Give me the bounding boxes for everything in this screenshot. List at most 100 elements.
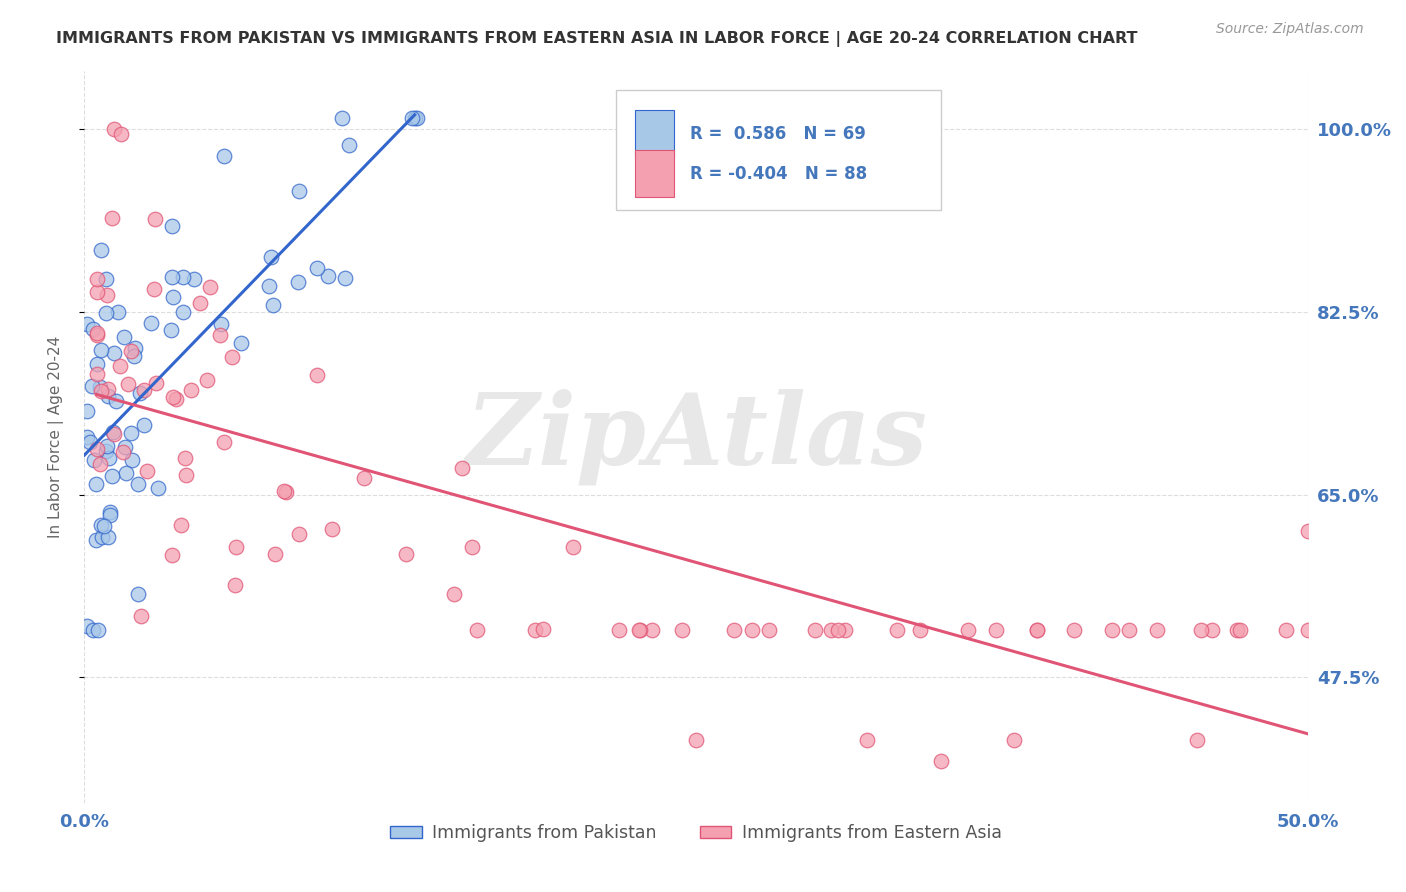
Point <box>465 624 488 638</box>
Point <box>103 426 125 441</box>
Point <box>111 444 134 458</box>
Point <box>1275 624 1298 638</box>
Point <box>330 112 353 126</box>
Point <box>180 383 202 397</box>
Point <box>337 138 360 153</box>
Point <box>1229 624 1251 638</box>
Point <box>287 275 309 289</box>
Point <box>820 624 842 638</box>
Point <box>1118 624 1140 638</box>
Point <box>401 112 423 126</box>
Point <box>86 357 108 371</box>
Point <box>188 295 211 310</box>
Point <box>114 440 136 454</box>
Point <box>443 587 465 601</box>
Point <box>90 517 112 532</box>
Point <box>273 484 295 499</box>
Point <box>198 280 221 294</box>
Point <box>1026 624 1049 638</box>
Point <box>101 211 124 226</box>
Point <box>76 318 98 332</box>
Point <box>80 379 103 393</box>
Point <box>406 112 429 126</box>
Point <box>562 540 585 554</box>
Point <box>108 359 131 373</box>
Point <box>1187 733 1209 747</box>
Point <box>333 271 356 285</box>
Point <box>1026 624 1049 638</box>
Point <box>134 383 156 397</box>
Point <box>117 376 139 391</box>
Point <box>607 624 630 638</box>
Point <box>741 624 763 638</box>
Point <box>804 624 827 638</box>
Point <box>89 380 111 394</box>
Point <box>97 530 120 544</box>
Point <box>90 384 112 399</box>
Point <box>461 540 484 554</box>
Point <box>209 317 232 331</box>
Point <box>229 336 252 351</box>
Point <box>98 508 121 522</box>
Point <box>172 269 194 284</box>
Point <box>172 305 194 319</box>
Point <box>856 733 879 747</box>
Point <box>145 212 167 227</box>
Point <box>162 290 184 304</box>
Point <box>1296 624 1319 638</box>
Point <box>986 624 1008 638</box>
Point <box>225 540 247 554</box>
Point <box>121 452 143 467</box>
Point <box>307 260 329 275</box>
Point <box>82 322 104 336</box>
Point <box>288 184 311 198</box>
Point <box>183 272 205 286</box>
Point <box>1201 624 1223 638</box>
Point <box>84 477 107 491</box>
Point <box>264 547 287 561</box>
Point <box>212 435 235 450</box>
Text: R =  0.586   N = 69: R = 0.586 N = 69 <box>690 125 866 143</box>
Point <box>127 587 149 601</box>
Point <box>160 549 183 563</box>
Point <box>83 453 105 467</box>
Point <box>142 282 165 296</box>
Point <box>224 578 246 592</box>
Point <box>90 343 112 357</box>
Point <box>1146 624 1168 638</box>
Point <box>129 385 152 400</box>
Point <box>1002 733 1025 747</box>
Point <box>827 624 849 638</box>
Point <box>165 392 187 406</box>
Point <box>90 243 112 257</box>
Point <box>195 372 218 386</box>
Point <box>628 624 651 638</box>
Point <box>908 624 931 638</box>
Point <box>93 518 115 533</box>
Point <box>86 285 108 299</box>
Point <box>274 485 297 500</box>
Point <box>321 522 343 536</box>
Text: IMMIGRANTS FROM PAKISTAN VS IMMIGRANTS FROM EASTERN ASIA IN LABOR FORCE | AGE 20: IMMIGRANTS FROM PAKISTAN VS IMMIGRANTS F… <box>56 31 1137 47</box>
Point <box>260 250 283 264</box>
Point <box>259 278 281 293</box>
Y-axis label: In Labor Force | Age 20-24: In Labor Force | Age 20-24 <box>48 336 63 538</box>
Point <box>122 349 145 363</box>
Point <box>79 434 101 449</box>
Point <box>146 481 169 495</box>
Point <box>104 394 127 409</box>
FancyBboxPatch shape <box>636 110 673 157</box>
Point <box>395 547 418 561</box>
Point <box>76 619 98 633</box>
Point <box>1063 624 1085 638</box>
Point <box>145 376 167 391</box>
Point <box>100 469 122 483</box>
Point <box>96 389 118 403</box>
Point <box>86 442 108 456</box>
Point <box>120 426 142 441</box>
Legend: Immigrants from Pakistan, Immigrants from Eastern Asia: Immigrants from Pakistan, Immigrants fro… <box>384 817 1008 849</box>
Point <box>96 287 118 301</box>
Point <box>307 368 329 383</box>
Point <box>86 327 108 342</box>
Point <box>170 517 193 532</box>
